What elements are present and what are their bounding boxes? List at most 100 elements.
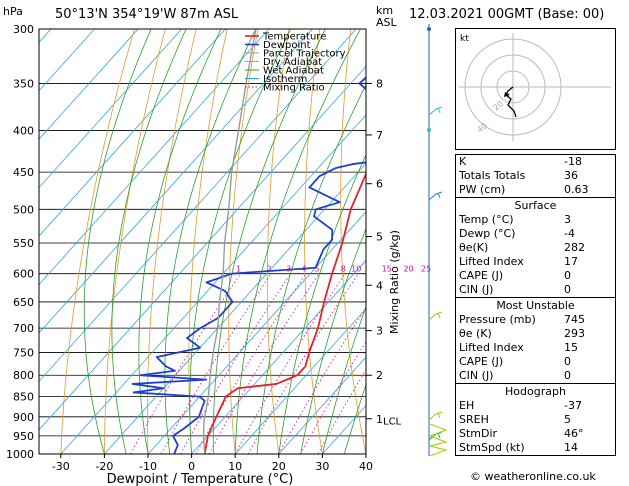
surface-row: Dewp (°C) -4 xyxy=(456,227,615,241)
isotherm-line xyxy=(234,308,366,454)
surface-title: Surface xyxy=(514,199,557,212)
hodograph-table-row: EH -37 xyxy=(456,399,615,413)
wet-adiabat-line xyxy=(300,227,366,454)
mixing-ratio-label: 2 xyxy=(267,265,272,274)
km-tick-label: 4 xyxy=(376,279,383,292)
wet-adiabat-line xyxy=(138,29,222,454)
wet-adiabat-line xyxy=(343,383,366,454)
wet-adiabat-line xyxy=(164,29,257,454)
row-label: Temp (°C) xyxy=(459,213,514,226)
row-label: Lifted Index xyxy=(459,255,524,268)
isotherm-line xyxy=(39,29,139,140)
wet-adiabat-line xyxy=(83,29,152,454)
temp-tick-label: 0 xyxy=(188,460,195,473)
dry-adiabat-line xyxy=(147,29,197,454)
wind-barb-flag xyxy=(437,107,441,114)
datetime-label: 12.03.2021 00GMT (Base: 00) xyxy=(409,7,605,22)
row-value: 0 xyxy=(564,269,571,282)
row-value: 17 xyxy=(564,255,578,268)
wind-barb-flag xyxy=(437,192,441,199)
surface-row: θe(K) 282 xyxy=(456,241,615,255)
dry-adiabat-line xyxy=(340,29,366,454)
mixing-ratio-label: 15 xyxy=(382,265,392,274)
wet-adiabat-line xyxy=(321,305,366,454)
row-label: CIN (J) xyxy=(459,369,494,382)
hodograph-ring-label-40: 40 xyxy=(476,121,490,134)
legend-label: Parcel Trajectory xyxy=(263,49,346,60)
hodograph-title: Hodograph xyxy=(505,385,566,398)
row-label: EH xyxy=(459,399,475,412)
legend-label: Temperature xyxy=(262,32,326,43)
row-value: 293 xyxy=(564,327,585,340)
mixing-ratio-label: 25 xyxy=(421,265,431,274)
row-value: 14 xyxy=(564,441,578,454)
isotherm-line xyxy=(39,29,182,189)
pressure-tick-label: 850 xyxy=(13,391,34,404)
surface-row: CIN (J) 0 xyxy=(456,283,615,297)
pressure-tick-label: 950 xyxy=(13,430,34,443)
pressure-tick-label: 650 xyxy=(13,296,34,309)
row-label: Dewp (°C) xyxy=(459,227,516,240)
row-label: CAPE (J) xyxy=(459,269,504,282)
isotherm-line xyxy=(104,162,366,454)
row-value: 3 xyxy=(564,213,571,226)
row-label: PW (cm) xyxy=(459,183,506,196)
indices-table: K -18 Totals Totals 36 PW (cm) 0.63 Surface T… xyxy=(455,154,616,456)
wind-barb-staff xyxy=(428,106,443,116)
hodograph-table-row: SREH 5 xyxy=(456,413,615,427)
hodograph-table-row: StmDir 46° xyxy=(456,427,615,441)
km-tick-label: 1 xyxy=(376,413,383,426)
hodograph-plot: kt 20 40 xyxy=(459,33,611,141)
most-unstable-row: CIN (J) 0 xyxy=(456,369,615,383)
pressure-tick-label: 400 xyxy=(13,125,34,138)
row-value: 5 xyxy=(564,413,571,426)
isotherm-line xyxy=(39,29,357,382)
dry-adiabat-line xyxy=(103,29,166,454)
surface-row: Lifted Index 17 xyxy=(456,255,615,269)
wet-adiabat-line xyxy=(278,153,366,454)
mixing-ratio-label: 8 xyxy=(341,265,346,274)
km-unit-line2: ASL xyxy=(376,16,397,29)
wind-barb xyxy=(428,311,443,321)
isotherm-line xyxy=(39,29,270,286)
chart-grid xyxy=(39,29,366,454)
wet-adiabat-line xyxy=(256,83,366,454)
row-value: 36 xyxy=(564,169,578,182)
legend-label: Mixing Ratio xyxy=(263,83,325,94)
row-label: K xyxy=(459,155,467,168)
temp-tick-label: -30 xyxy=(52,460,70,473)
row-label: StmSpd (kt) xyxy=(459,441,525,454)
wind-barb xyxy=(428,411,443,421)
parcel-trajectory-line xyxy=(202,29,257,454)
mixing-ratio-line xyxy=(317,369,366,454)
credit-link[interactable]: © weatheronline.co.uk xyxy=(470,470,596,483)
row-value: 15 xyxy=(564,341,578,354)
isotherm-line xyxy=(147,211,366,454)
mixing-ratio-label: 20 xyxy=(403,265,413,274)
isotherm-line xyxy=(39,65,366,431)
pressure-tick-label: 800 xyxy=(13,369,34,382)
wet-adiabat-line xyxy=(234,29,361,454)
row-value: 282 xyxy=(564,241,585,254)
legend-label: Dewpoint xyxy=(263,40,311,51)
hodograph-storm-marker xyxy=(504,92,510,97)
most-unstable-title: Most Unstable xyxy=(496,299,575,312)
wind-barb xyxy=(428,106,443,116)
dry-adiabat-line xyxy=(266,29,290,454)
chart-series xyxy=(131,29,366,454)
dry-adiabat-line xyxy=(228,29,259,454)
km-unit-line1: km xyxy=(376,4,394,17)
chart-axes: 3003504004505005506006507007508008509009… xyxy=(6,23,402,473)
temp-tick-label: 40 xyxy=(359,460,373,473)
lcl-label: LCL xyxy=(383,417,402,428)
indices-row: PW (cm) 0.63 xyxy=(456,183,615,197)
row-label: θe(K) xyxy=(459,241,489,254)
mixing-ratio-axis-label: Mixing Ratio (g/kg) xyxy=(388,230,401,334)
row-label: Pressure (mb) xyxy=(459,313,536,326)
temp-tick-label: 20 xyxy=(272,460,286,473)
mixing-ratio-line xyxy=(234,273,346,454)
km-tick-label: 5 xyxy=(376,230,383,243)
hodograph-rows: EH -37 SREH 5 StmDir 46° StmSpd (kt) 14 xyxy=(456,399,615,455)
surface-row: Temp (°C) 3 xyxy=(456,213,615,227)
